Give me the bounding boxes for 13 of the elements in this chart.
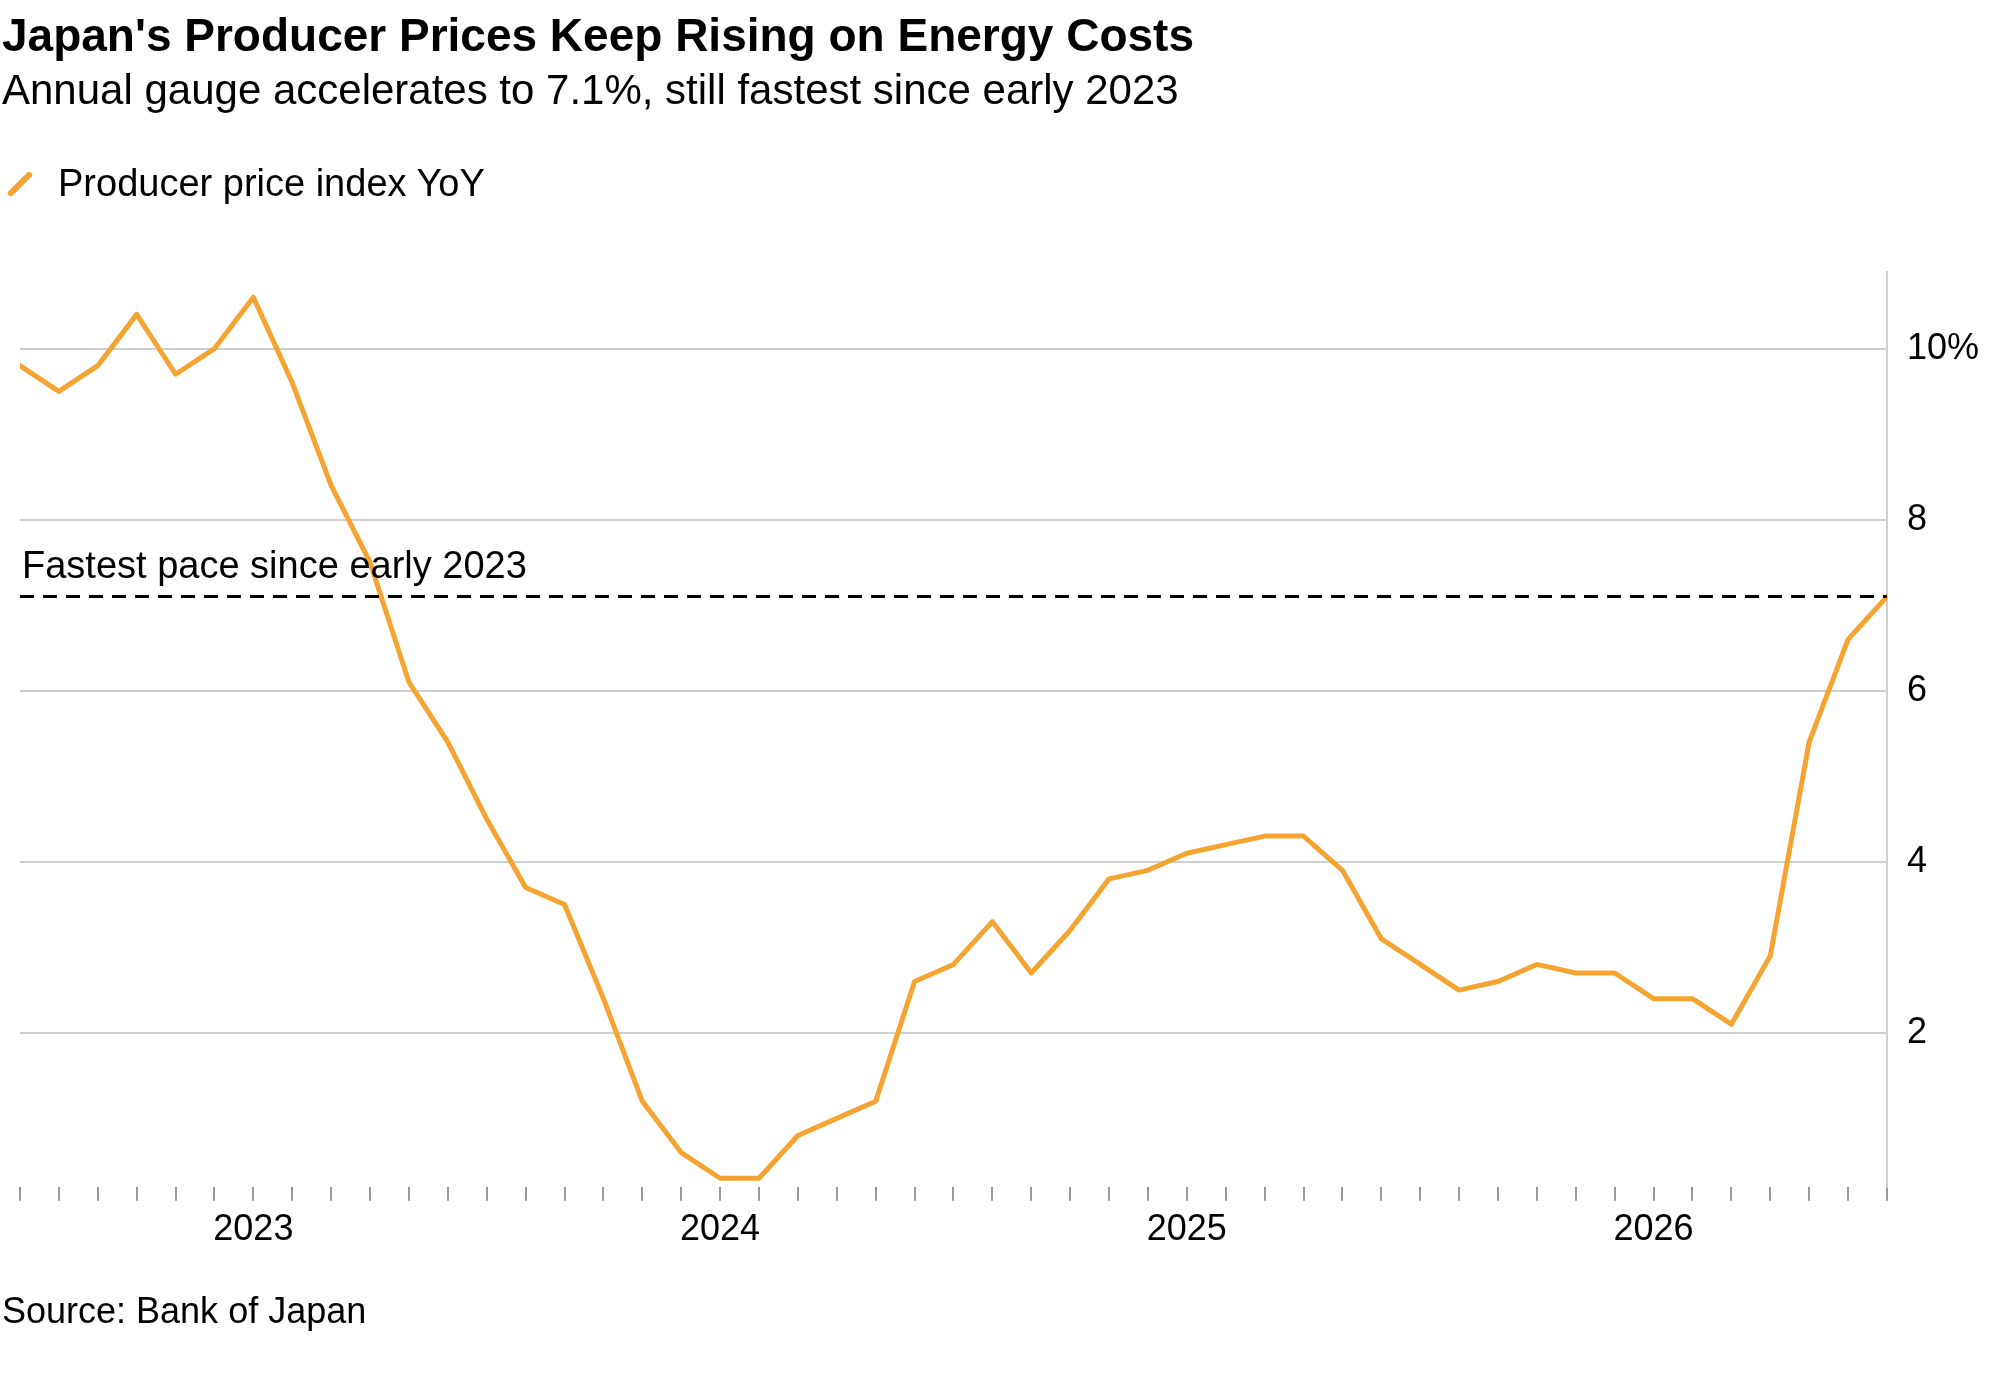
y-tick-label: 8 [1906, 496, 1927, 538]
source-note: Source: Bank of Japan [2, 1290, 367, 1332]
x-tick-label: 2024 [680, 1207, 761, 1249]
x-tick-label: 2026 [1613, 1207, 1694, 1249]
x-tick-label: 2025 [1146, 1207, 1227, 1249]
x-tick-label: 2023 [213, 1207, 294, 1249]
y-tick-label: 10% [1906, 325, 1980, 367]
y-tick-label: 2 [1906, 1009, 1927, 1051]
chart-title: Japan's Producer Prices Keep Rising on Energy Costs [2, 8, 1194, 62]
y-tick-label: 6 [1906, 667, 1927, 709]
legend-label: Producer price index YoY [58, 162, 485, 205]
chart-subtitle: Annual gauge accelerates to 7.1%, still fastest since early 2023 [2, 66, 1179, 114]
y-tick-label: 4 [1906, 838, 1927, 880]
